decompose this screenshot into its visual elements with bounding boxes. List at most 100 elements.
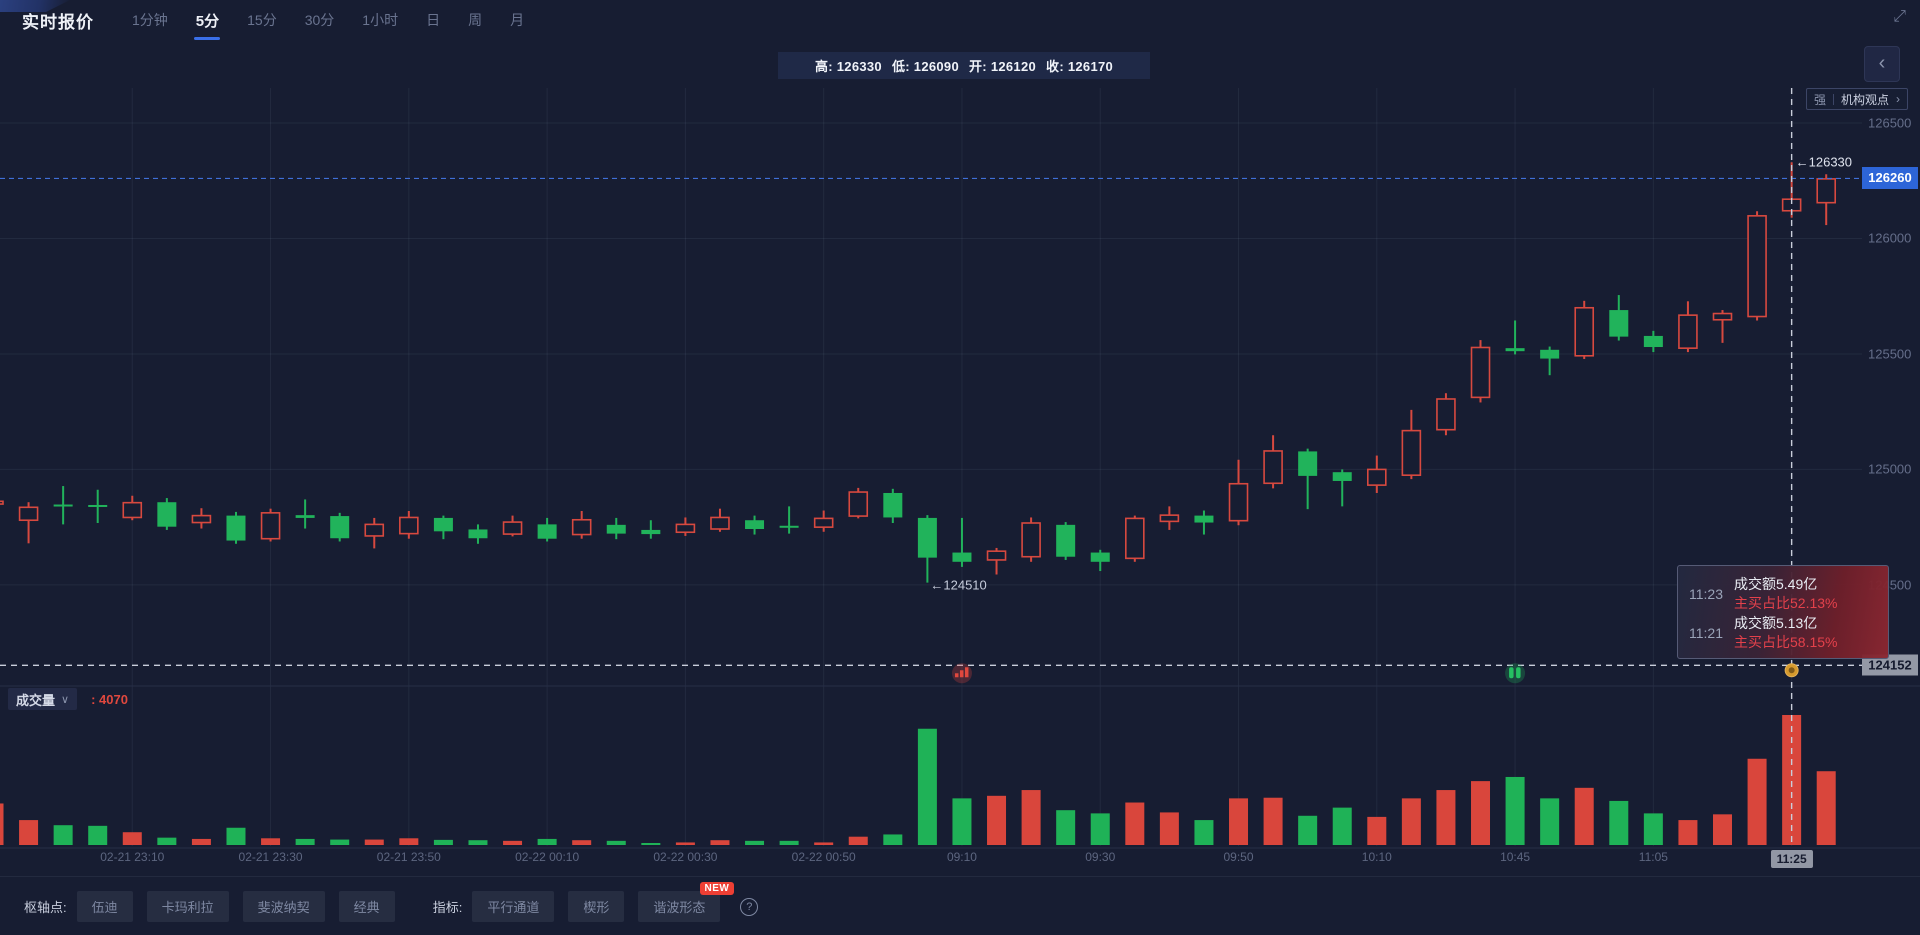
tab-interval-1分钟[interactable]: 1分钟 xyxy=(132,12,168,28)
candle-00:25[interactable] xyxy=(641,520,661,539)
candle-09:40[interactable] xyxy=(1159,506,1180,530)
candle-10:45[interactable] xyxy=(1505,320,1525,355)
candle-09:45[interactable] xyxy=(1194,510,1214,535)
tab-interval-周[interactable]: 周 xyxy=(468,12,483,28)
help-icon[interactable]: ? xyxy=(740,897,759,916)
volume-bar-22:55[interactable] xyxy=(19,820,39,845)
candle-23:15[interactable] xyxy=(157,498,177,530)
volume-bar-10:50[interactable] xyxy=(1540,798,1560,845)
volume-bar-23:00[interactable] xyxy=(53,825,73,845)
candle-23:25[interactable] xyxy=(226,511,246,544)
volume-bar-09:50[interactable] xyxy=(1229,798,1249,845)
candle-09:30[interactable] xyxy=(1090,549,1110,572)
volume-bar-09:10[interactable] xyxy=(952,798,972,845)
candle-10:35[interactable] xyxy=(1436,393,1456,436)
volume-bar-23:35[interactable] xyxy=(295,838,315,845)
candle-11:20[interactable] xyxy=(1747,211,1767,321)
candle-00:40[interactable] xyxy=(745,515,765,535)
buy-volume-burst-marker[interactable] xyxy=(1505,663,1526,684)
candle-22:55[interactable] xyxy=(18,502,39,544)
volume-bar-10:10[interactable] xyxy=(1367,816,1387,845)
volume-bar-11:25[interactable] xyxy=(1782,715,1802,845)
volume-bar-10:55[interactable] xyxy=(1574,787,1594,845)
candle-10:55[interactable] xyxy=(1574,300,1595,360)
volume-bar-23:30[interactable] xyxy=(261,838,281,845)
volume-bar-11:00[interactable] xyxy=(1609,800,1629,845)
tool-button-斐波纳契[interactable]: 斐波纳契 xyxy=(242,891,325,922)
tool-button-谐波形态[interactable]: 谐波形态 NEW xyxy=(638,882,735,922)
candle-10:50[interactable] xyxy=(1540,346,1560,376)
candle-11:10[interactable] xyxy=(1678,301,1698,353)
candle-09:05[interactable] xyxy=(917,515,937,583)
volume-indicator-selector[interactable]: 成交量 ∨ xyxy=(8,688,78,710)
volume-bar-09:05[interactable] xyxy=(917,728,937,845)
sell-volume-burst-marker[interactable] xyxy=(951,663,972,684)
tool-button-卡玛利拉[interactable]: 卡玛利拉 xyxy=(146,891,229,922)
candle-00:10[interactable] xyxy=(537,517,557,542)
candle-00:50[interactable] xyxy=(813,510,834,532)
candle-11:30[interactable] xyxy=(1816,174,1837,226)
candle-23:00[interactable] xyxy=(53,486,73,525)
candle-11:15[interactable] xyxy=(1712,310,1733,343)
volume-bar-00:25[interactable] xyxy=(641,843,661,845)
tab-interval-1小时[interactable]: 1小时 xyxy=(362,12,399,28)
volume-bar-10:30[interactable] xyxy=(1401,798,1421,845)
volume-bar-10:40[interactable] xyxy=(1471,781,1491,845)
volume-bar-11:10[interactable] xyxy=(1678,820,1698,845)
volume-bar-11:30[interactable] xyxy=(1816,771,1836,845)
candle-10:30[interactable] xyxy=(1401,409,1422,480)
candle-00:30[interactable] xyxy=(675,517,696,536)
collapse-panel-button[interactable]: ‹ xyxy=(1864,46,1900,82)
tool-button-伍迪[interactable]: 伍迪 xyxy=(76,891,133,922)
volume-bar-23:25[interactable] xyxy=(226,827,246,845)
volume-bar-23:10[interactable] xyxy=(122,832,142,845)
volume-bar-23:45[interactable] xyxy=(364,839,384,845)
candle-00:20[interactable] xyxy=(606,517,626,540)
volume-bar-09:00[interactable] xyxy=(883,834,903,845)
volume-bar-00:45[interactable] xyxy=(779,840,799,845)
volume-bar-23:50[interactable] xyxy=(399,838,419,845)
candle-23:35[interactable] xyxy=(295,499,315,529)
candle-10:00[interactable] xyxy=(1298,448,1318,510)
volume-bar-11:20[interactable] xyxy=(1747,758,1767,845)
volume-bar-00:05[interactable] xyxy=(503,840,523,845)
volume-bar-11:15[interactable] xyxy=(1713,814,1732,845)
candle-10:40[interactable] xyxy=(1470,340,1491,403)
volume-bar-10:00[interactable] xyxy=(1298,815,1318,845)
volume-bar-10:35[interactable] xyxy=(1436,790,1456,845)
candle-22:50[interactable] xyxy=(0,499,4,516)
volume-bar-09:35[interactable] xyxy=(1125,802,1145,845)
candle-09:10[interactable] xyxy=(952,517,972,567)
tool-button-楔形[interactable]: 楔形 xyxy=(568,891,625,922)
candle-23:05[interactable] xyxy=(88,489,108,523)
volume-bar-23:55[interactable] xyxy=(433,839,453,845)
candle-09:15[interactable] xyxy=(986,547,1007,575)
volume-bar-00:10[interactable] xyxy=(537,838,557,845)
volume-bar-10:05[interactable] xyxy=(1332,807,1352,845)
candle-23:40[interactable] xyxy=(330,512,350,542)
candle-00:45[interactable] xyxy=(779,506,799,534)
volume-bar-23:05[interactable] xyxy=(88,825,108,845)
candle-10:10[interactable] xyxy=(1367,455,1387,493)
candle-10:05[interactable] xyxy=(1332,469,1352,507)
candle-23:10[interactable] xyxy=(122,495,143,521)
candle-23:50[interactable] xyxy=(399,510,419,539)
candle-09:00[interactable] xyxy=(883,488,903,523)
volume-bar-09:55[interactable] xyxy=(1263,797,1283,845)
candle-00:00[interactable] xyxy=(468,524,488,544)
candle-09:25[interactable] xyxy=(1056,522,1076,560)
tab-interval-5分[interactable]: 5分 xyxy=(194,1,221,40)
candle-00:05[interactable] xyxy=(502,515,523,537)
candle-11:00[interactable] xyxy=(1609,295,1629,341)
tab-interval-日[interactable]: 日 xyxy=(426,12,441,28)
volume-bar-00:40[interactable] xyxy=(745,840,765,845)
tab-interval-30分[interactable]: 30分 xyxy=(304,12,335,28)
volume-bar-00:50[interactable] xyxy=(814,842,834,845)
volume-bar-09:40[interactable] xyxy=(1159,812,1179,845)
volume-bar-22:50[interactable] xyxy=(0,803,4,845)
candle-09:50[interactable] xyxy=(1228,459,1249,526)
volume-bar-00:55[interactable] xyxy=(848,836,868,845)
volume-bar-10:45[interactable] xyxy=(1505,776,1525,845)
volume-bar-23:40[interactable] xyxy=(330,839,350,845)
volume-bar-23:15[interactable] xyxy=(157,837,177,845)
